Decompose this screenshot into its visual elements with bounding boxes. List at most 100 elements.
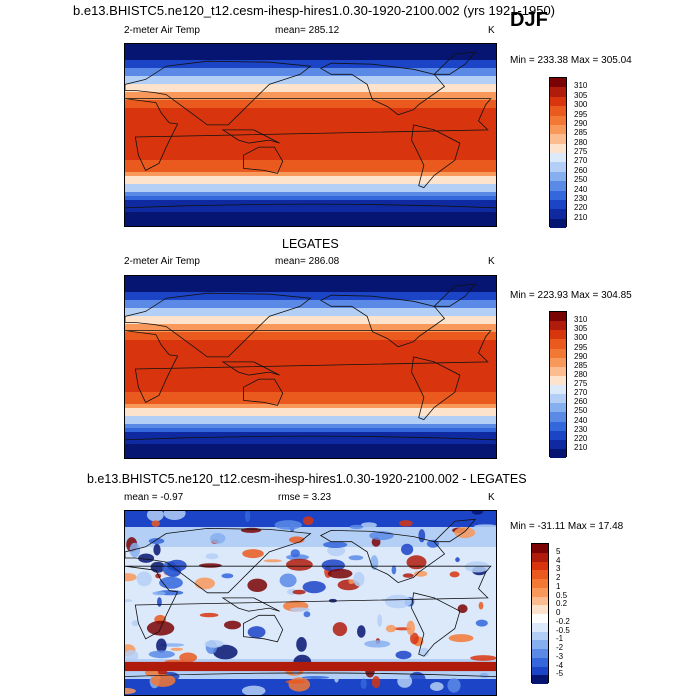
map-latitude-band — [125, 340, 496, 345]
colorbar-tick-label: 260 — [574, 397, 588, 407]
panel-mean-label: mean= 286.08 — [275, 256, 340, 267]
map-latitude-band — [125, 52, 496, 57]
colorbar-swatch — [550, 115, 566, 125]
colorbar-swatch — [550, 78, 566, 88]
map-latitude-band — [125, 444, 496, 449]
map-latitude-band — [125, 224, 496, 226]
coastline — [243, 378, 284, 406]
colorbar-tick-label: -3 — [556, 651, 564, 661]
anomaly-patch — [360, 522, 377, 528]
season-label: DJF — [510, 9, 548, 31]
map-latitude-band — [125, 627, 496, 632]
coastline — [221, 597, 280, 612]
colorbar-tick-label: 300 — [574, 100, 588, 110]
map-latitude-band — [125, 196, 496, 201]
anomaly-patch — [247, 578, 268, 592]
anomaly-patch — [279, 573, 297, 588]
coastline — [125, 98, 492, 171]
anomaly-patch — [151, 520, 160, 527]
coastline — [433, 518, 477, 543]
map-latitude-band — [125, 80, 496, 85]
coastline — [319, 62, 446, 116]
colorbar-swatch — [532, 561, 548, 571]
anomaly-patch — [138, 553, 155, 563]
map-latitude-band — [125, 543, 496, 548]
map-latitude-band — [125, 176, 496, 181]
anomaly-patch — [399, 520, 413, 527]
anomaly-patch — [204, 640, 224, 648]
map-latitude-band — [125, 72, 496, 77]
map-latitude-band — [125, 364, 496, 369]
map-latitude-band — [125, 360, 496, 365]
colorbar-tick-label: 270 — [574, 156, 588, 166]
colorbar-tick-label: -0.5 — [556, 625, 570, 635]
anomaly-patch — [288, 677, 311, 692]
anomaly-patch — [301, 676, 330, 679]
colorbar-tick-label: 305 — [574, 324, 588, 334]
anomaly-patch — [302, 581, 326, 594]
colorbar-swatch — [550, 162, 566, 172]
anomaly-patch — [242, 549, 264, 559]
map-latitude-band — [125, 424, 496, 429]
colorbar-tick-label: 275 — [574, 147, 588, 156]
map-latitude-band — [125, 404, 496, 409]
map-latitude-band — [125, 324, 496, 329]
colorbar-swatch — [550, 106, 566, 116]
anomaly-patch — [475, 619, 488, 627]
colorbar-tick-label: 290 — [574, 351, 588, 361]
colorbar-tick-label: 240 — [574, 415, 588, 425]
map-latitude-band — [125, 136, 496, 141]
colorbar-swatch — [532, 640, 548, 649]
colorbar-swatch — [550, 143, 566, 153]
anomaly-patch — [170, 647, 183, 651]
map-latitude-band — [125, 180, 496, 185]
map-latitude-band — [125, 412, 496, 417]
colorbar-tick-label: 210 — [574, 442, 588, 452]
map-latitude-band — [125, 539, 496, 544]
coastline — [125, 60, 312, 126]
anomaly-patch — [473, 524, 496, 529]
map-latitude-band — [125, 140, 496, 145]
anomaly-patch — [129, 542, 141, 558]
map-latitude-band — [125, 344, 496, 349]
colorbar-tick-label: 220 — [574, 433, 588, 443]
anomaly-patch — [430, 682, 444, 691]
anomaly-patch — [384, 594, 412, 609]
map-latitude-band — [125, 76, 496, 81]
coastline — [125, 565, 492, 640]
coastline — [411, 592, 461, 657]
colorbar-tick-label: 230 — [574, 193, 588, 203]
anomaly-patch — [401, 543, 414, 556]
anomaly-patch — [395, 650, 412, 660]
anomaly-patch — [152, 591, 166, 596]
map-latitude-band — [125, 687, 496, 692]
map-latitude-band — [125, 220, 496, 225]
map-latitude-band — [125, 156, 496, 161]
colorbar-swatch — [550, 394, 566, 404]
legates-temperature-map — [124, 275, 497, 459]
map-latitude-band — [125, 128, 496, 133]
coastline — [319, 529, 446, 584]
colorbar-tick-label: 280 — [574, 369, 588, 379]
coastline — [411, 356, 461, 421]
colorbar-swatch — [550, 124, 566, 135]
map-latitude-band — [125, 396, 496, 401]
anomaly-patch — [323, 541, 348, 548]
colorbar-tick-label: 3 — [556, 564, 561, 574]
map-latitude-band — [125, 308, 496, 313]
anomaly-patch — [292, 589, 306, 595]
map-latitude-band — [125, 88, 496, 93]
map-latitude-band — [125, 368, 496, 373]
anomaly-patch — [402, 573, 414, 578]
map-latitude-band — [125, 420, 496, 425]
map-latitude-band — [125, 148, 496, 153]
map-latitude-band — [125, 292, 496, 297]
colorbar-tick-label: 260 — [574, 165, 588, 175]
panel-minmax-label: Min = 233.38 Max = 305.04 — [510, 55, 632, 66]
map-latitude-band — [125, 92, 496, 97]
anomaly-patch — [483, 542, 491, 546]
map-latitude-band — [125, 100, 496, 105]
anomaly-patch — [418, 529, 426, 543]
map-latitude-band — [125, 316, 496, 321]
anomaly-patch — [241, 685, 266, 695]
